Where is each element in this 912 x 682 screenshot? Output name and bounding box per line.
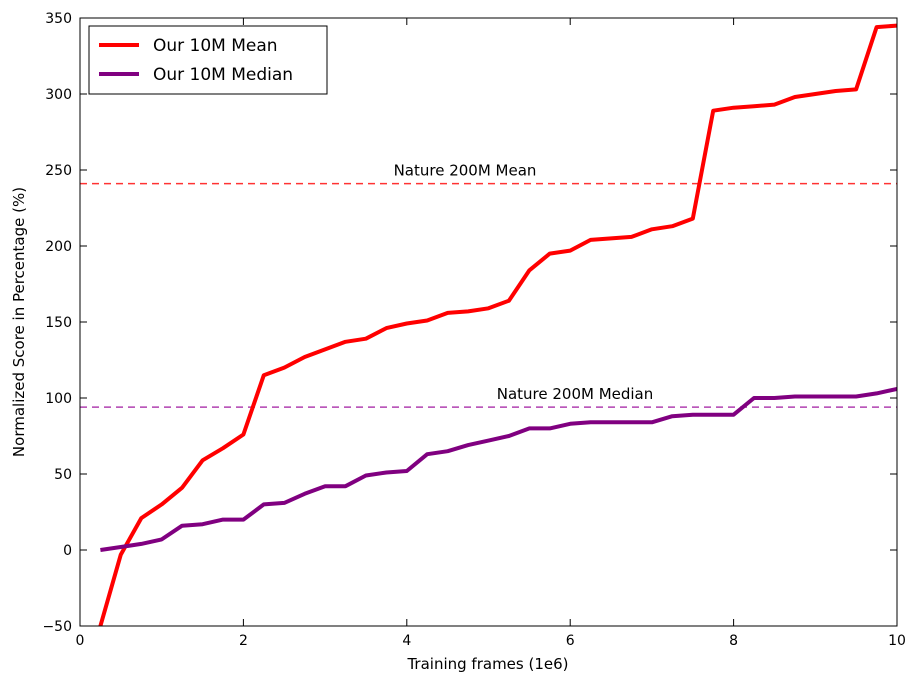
series-line-1 bbox=[100, 386, 897, 552]
reference-label-0: Nature 200M Mean bbox=[394, 162, 537, 180]
x-tick-label: 0 bbox=[76, 633, 85, 649]
y-axis-label: Normalized Score in Percentage (%) bbox=[10, 187, 28, 457]
legend-label-mean: Our 10M Mean bbox=[153, 36, 278, 56]
reference-label-1: Nature 200M Median bbox=[497, 385, 654, 403]
x-tick-label: 2 bbox=[239, 633, 248, 649]
x-axis-label: Training frames (1e6) bbox=[406, 655, 568, 673]
y-tick-label: 200 bbox=[45, 239, 72, 255]
legend-frame bbox=[88, 25, 328, 95]
y-tick-label: 0 bbox=[63, 543, 72, 559]
y-tick-label: 150 bbox=[45, 315, 72, 331]
reference-lines: Nature 200M Mean Nature 200M Median bbox=[80, 162, 897, 408]
series-lines bbox=[98, 23, 897, 626]
y-tick-label: −50 bbox=[42, 619, 72, 635]
legend: Our 10M Mean Our 10M Median bbox=[88, 25, 328, 95]
y-tick-label: 100 bbox=[45, 391, 72, 407]
x-tick-label: 6 bbox=[566, 633, 575, 649]
y-tick-label: 50 bbox=[54, 467, 72, 483]
series-line-0 bbox=[98, 23, 897, 626]
legend-label-median: Our 10M Median bbox=[153, 65, 293, 85]
y-tick-label: 250 bbox=[45, 163, 72, 179]
x-tick-label: 4 bbox=[402, 633, 411, 649]
y-tick-label: 350 bbox=[45, 11, 72, 27]
y-tick-label: 300 bbox=[45, 87, 72, 103]
x-tick-label: 8 bbox=[729, 633, 738, 649]
plot-frame bbox=[79, 17, 898, 627]
x-tick-label: 10 bbox=[888, 633, 906, 649]
